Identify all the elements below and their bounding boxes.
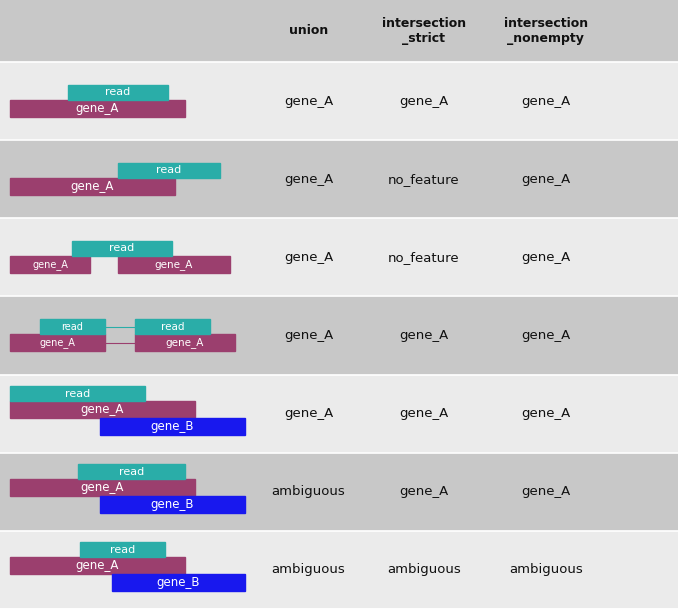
- Bar: [10, 401, 195, 418]
- Text: read: read: [62, 322, 83, 331]
- Bar: [10, 334, 105, 351]
- Bar: [10, 479, 195, 496]
- Bar: [78, 464, 185, 479]
- Text: gene_A: gene_A: [399, 485, 448, 498]
- Text: gene_A: gene_A: [399, 329, 448, 342]
- Bar: [40, 319, 105, 334]
- Bar: [0, 218, 678, 297]
- Bar: [72, 241, 172, 256]
- Bar: [135, 334, 235, 351]
- Text: gene_A: gene_A: [399, 407, 448, 420]
- Text: read: read: [161, 322, 184, 331]
- Text: intersection
_nonempty: intersection _nonempty: [504, 17, 588, 45]
- Text: gene_A: gene_A: [521, 407, 570, 420]
- Bar: [100, 496, 245, 513]
- Text: read: read: [119, 466, 144, 477]
- Bar: [0, 531, 678, 609]
- Bar: [68, 85, 168, 99]
- Text: gene_A: gene_A: [76, 560, 119, 572]
- Text: gene_A: gene_A: [284, 407, 333, 420]
- Text: gene_A: gene_A: [155, 259, 193, 270]
- Text: intersection
_strict: intersection _strict: [382, 17, 466, 45]
- Bar: [0, 0, 678, 62]
- Bar: [118, 163, 220, 178]
- Text: gene_A: gene_A: [81, 481, 124, 495]
- Bar: [118, 256, 230, 273]
- Bar: [100, 418, 245, 435]
- Bar: [10, 386, 145, 401]
- Text: gene_B: gene_B: [151, 498, 195, 512]
- Text: union: union: [289, 24, 328, 38]
- Bar: [112, 574, 245, 591]
- Text: gene_A: gene_A: [284, 329, 333, 342]
- Bar: [0, 452, 678, 531]
- Text: read: read: [110, 545, 135, 555]
- Text: ambiguous: ambiguous: [272, 563, 345, 577]
- Text: gene_A: gene_A: [521, 329, 570, 342]
- Text: ambiguous: ambiguous: [509, 563, 582, 577]
- Text: gene_A: gene_A: [521, 485, 570, 498]
- Text: gene_A: gene_A: [521, 173, 570, 186]
- Bar: [135, 319, 210, 334]
- Text: gene_A: gene_A: [399, 94, 448, 108]
- Bar: [0, 140, 678, 218]
- Text: read: read: [105, 87, 131, 97]
- Text: gene_A: gene_A: [521, 251, 570, 264]
- Text: gene_B: gene_B: [157, 577, 200, 590]
- Text: no_feature: no_feature: [388, 251, 460, 264]
- Text: ambiguous: ambiguous: [272, 485, 345, 498]
- Text: gene_A: gene_A: [32, 259, 68, 270]
- Text: ambiguous: ambiguous: [387, 563, 460, 577]
- Text: gene_A: gene_A: [521, 94, 570, 108]
- Bar: [80, 543, 165, 557]
- Text: read: read: [109, 244, 135, 253]
- Bar: [0, 297, 678, 375]
- Text: no_feature: no_feature: [388, 173, 460, 186]
- Bar: [10, 178, 175, 195]
- Bar: [0, 375, 678, 452]
- Text: read: read: [157, 165, 182, 175]
- Text: gene_A: gene_A: [284, 173, 333, 186]
- Text: gene_A: gene_A: [71, 180, 114, 192]
- Bar: [10, 557, 185, 574]
- Text: gene_A: gene_A: [81, 403, 124, 416]
- Bar: [10, 99, 185, 116]
- Bar: [10, 256, 90, 273]
- Text: gene_B: gene_B: [151, 420, 195, 433]
- Text: gene_A: gene_A: [284, 251, 333, 264]
- Text: gene_A: gene_A: [284, 94, 333, 108]
- Text: gene_A: gene_A: [39, 337, 75, 348]
- Text: read: read: [65, 389, 90, 399]
- Text: gene_A: gene_A: [76, 102, 119, 114]
- Text: gene_A: gene_A: [166, 337, 204, 348]
- Bar: [0, 62, 678, 140]
